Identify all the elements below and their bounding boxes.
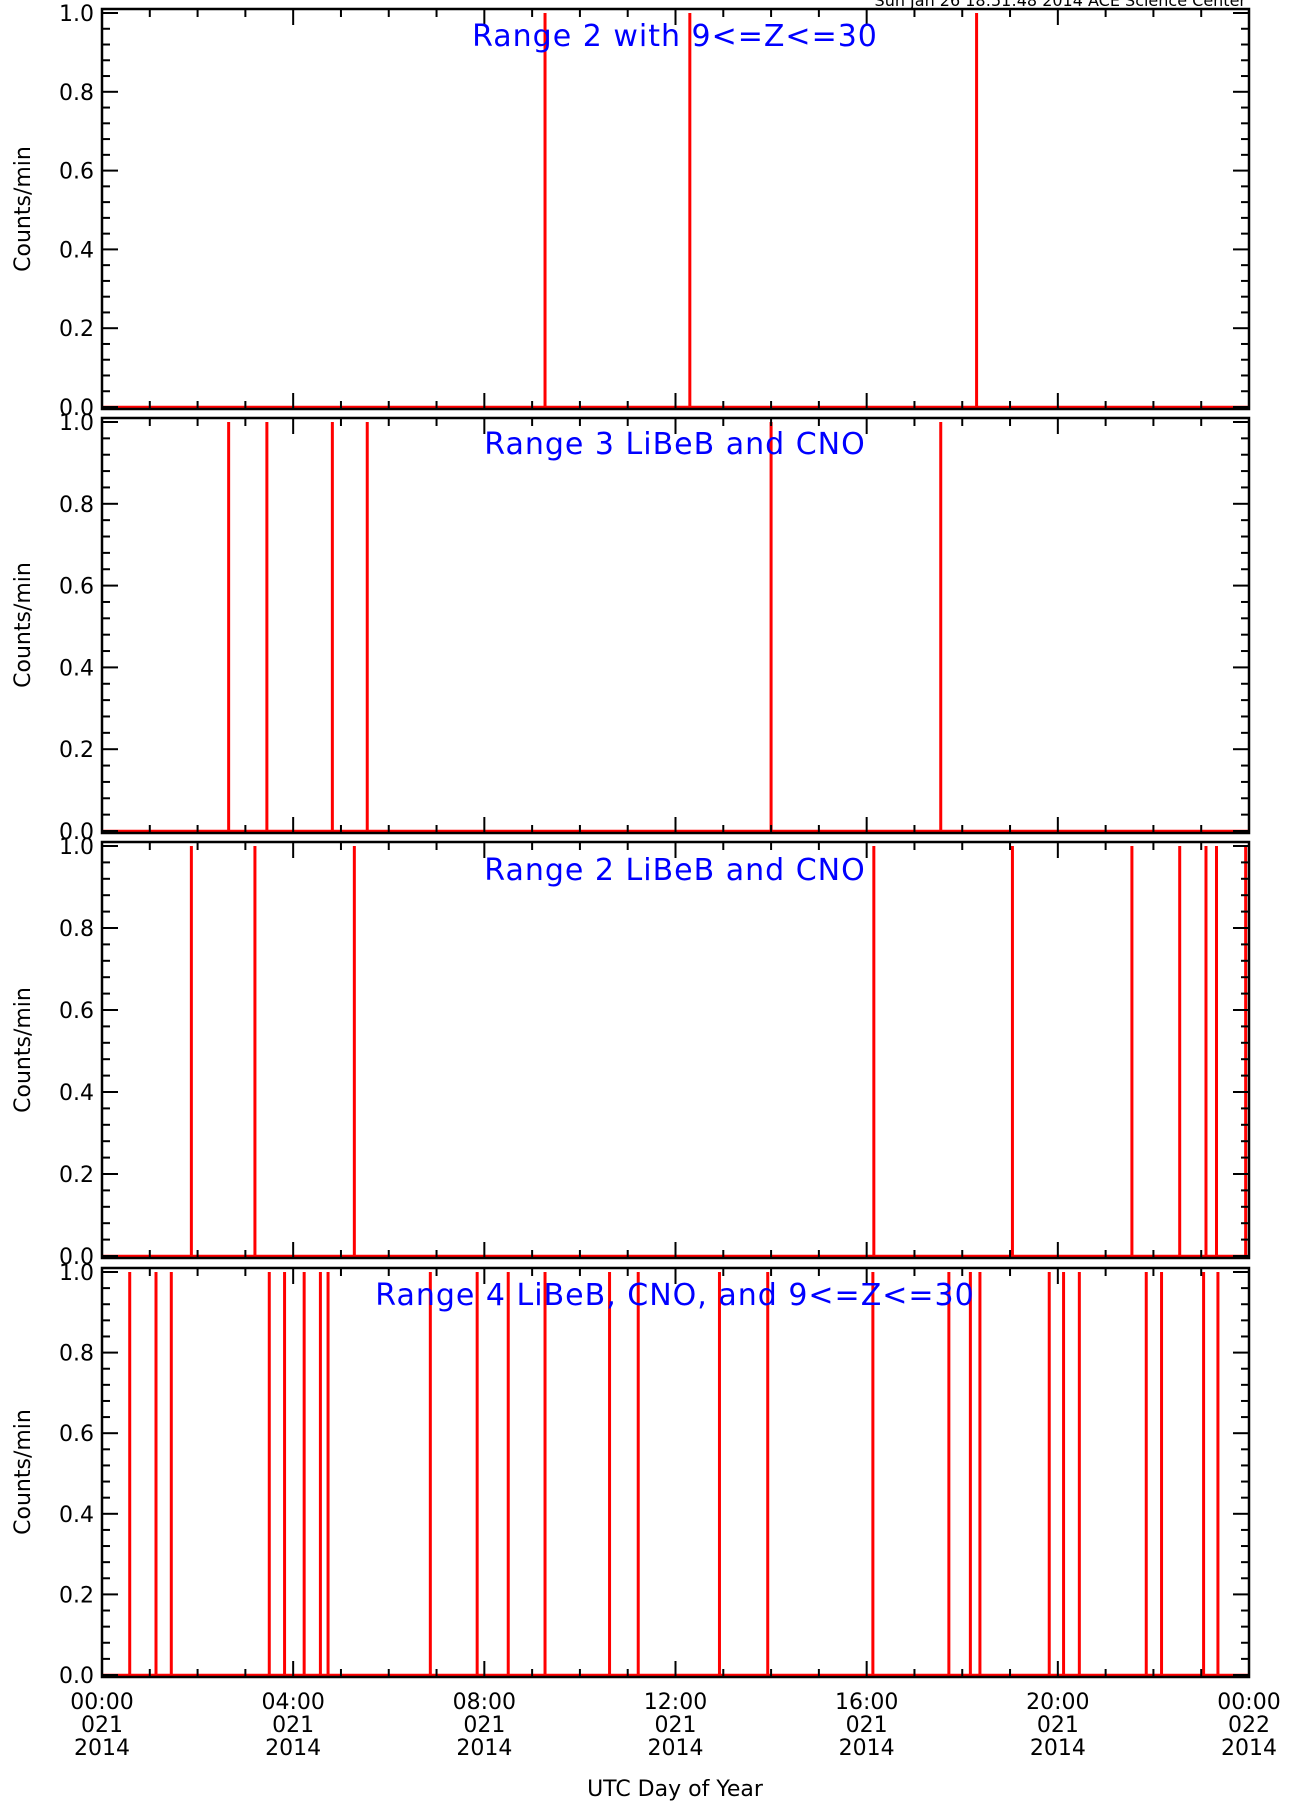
x-tick-label-time: 00:00 [70, 1690, 133, 1715]
panel-3-ytick-label: 0.8 [59, 917, 94, 942]
panel-4-ytick-label: 0.6 [59, 1422, 94, 1447]
x-tick-label-year: 2014 [1221, 1736, 1277, 1761]
x-tick-label-day: 021 [655, 1713, 697, 1738]
panel-1-ticks: 0.0 0.2 0.4 0.6 0.8 1.0 [59, 2, 1250, 421]
x-tick-label-time: 20:00 [1026, 1690, 1089, 1715]
x-tick-label-day: 022 [1228, 1713, 1270, 1738]
panel-1-series [102, 13, 1249, 409]
panel-1-ytick-label: 0.4 [59, 238, 94, 263]
header-timestamp: Sun Jan 26 18:51:48 2014 ACE Science Cen… [875, 0, 1247, 10]
panel-4-frame [100, 1266, 1251, 1679]
x-tick-label-time: 08:00 [453, 1690, 516, 1715]
panel-2-ytick-label: 0.2 [59, 738, 94, 763]
panel-3-ytick-label: 1.0 [59, 835, 94, 860]
panel-4-ytick-label: 1.0 [59, 1261, 94, 1286]
panel-2-series [102, 422, 1249, 833]
panel-1-ytick-label: 0.6 [59, 160, 94, 185]
x-tick-label-time: 04:00 [261, 1690, 324, 1715]
x-tick-label-day: 021 [272, 1713, 314, 1738]
panel-3: 0.0 0.2 0.4 0.6 0.8 1.0 Range 2 LiBeB and CNO… [11, 835, 1251, 1270]
panel-2-frame [100, 416, 1251, 835]
panel-4: 0.0 0.2 0.4 0.6 0.8 1.0 Range 4 LiBeB, CNO, a… [11, 1261, 1251, 1689]
panel-4-ytick-label: 0.4 [59, 1503, 94, 1528]
panel-3-ytick-label: 0.2 [59, 1163, 94, 1188]
panel-2-ytick-label: 0.4 [59, 656, 94, 681]
x-tick-label-day: 021 [846, 1713, 888, 1738]
x-axis-label: UTC Day of Year [587, 1777, 764, 1802]
x-tick-label-year: 2014 [648, 1736, 704, 1761]
panel-2-title: Range 3 LiBeB and CNO [484, 427, 865, 462]
panel-1-title: Range 2 with 9<=Z<=30 [472, 19, 878, 54]
panel-2-ylabel: Counts/min [11, 562, 36, 688]
x-tick-label-day: 021 [1037, 1713, 1079, 1738]
panel-1-frame [100, 7, 1251, 411]
panel-4-ytick-label: 0.2 [59, 1583, 94, 1608]
x-tick-label-day: 021 [81, 1713, 123, 1738]
panel-1-ytick-label: 1.0 [59, 2, 94, 27]
panel-2-ytick-label: 0.0 [59, 820, 94, 845]
x-tick-label-day: 021 [463, 1713, 505, 1738]
x-tick-label-year: 2014 [74, 1736, 130, 1761]
panel-1: 0.0 0.2 0.4 0.6 0.8 1.0 Range 2 with 9<=Z<=30… [11, 2, 1251, 421]
x-tick-label-year: 2014 [839, 1736, 895, 1761]
panel-3-ticks: 0.0 0.2 0.4 0.6 0.8 1.0 [59, 835, 1250, 1270]
x-tick-label-year: 2014 [456, 1736, 512, 1761]
panel-1-ylabel: Counts/min [11, 146, 36, 272]
panel-3-series [102, 846, 1249, 1258]
panel-3-ylabel: Counts/min [11, 987, 36, 1113]
panel-2: 0.0 0.2 0.4 0.6 0.8 1.0 Range 3 LiBeB and CNO… [11, 411, 1251, 845]
x-tick-label-time: 12:00 [644, 1690, 707, 1715]
panel-2-ticks: 0.0 0.2 0.4 0.6 0.8 1.0 [59, 411, 1250, 845]
panel-1-ytick-label: 0.2 [59, 317, 94, 342]
x-tick-label-time: 16:00 [835, 1690, 898, 1715]
panel-1-ytick-label: 0.0 [59, 396, 94, 421]
panel-4-ticks: 0.0 0.2 0.4 0.6 0.8 1.0 [59, 1261, 1250, 1689]
panel-3-ytick-label: 0.6 [59, 999, 94, 1024]
panel-3-ytick-label: 0.4 [59, 1081, 94, 1106]
panel-4-title: Range 4 LiBeB, CNO, and 9<=Z<=30 [375, 1278, 974, 1313]
panel-1-ytick-label: 0.8 [59, 81, 94, 106]
panel-2-ytick-label: 1.0 [59, 411, 94, 436]
panel-4-ytick-label: 0.8 [59, 1342, 94, 1367]
panel-3-frame [100, 840, 1251, 1260]
x-tick-labels: 00:00021201404:00021201408:00021201412:0… [70, 1690, 1280, 1761]
panel-3-title: Range 2 LiBeB and CNO [484, 853, 865, 888]
panel-3-ytick-label: 0.0 [59, 1245, 94, 1270]
panel-2-ytick-label: 0.6 [59, 575, 94, 600]
panel-4-ytick-label: 0.0 [59, 1664, 94, 1689]
x-tick-label-year: 2014 [265, 1736, 321, 1761]
x-tick-label-year: 2014 [1030, 1736, 1086, 1761]
panel-4-ylabel: Counts/min [11, 1409, 36, 1535]
x-tick-label-time: 00:00 [1217, 1690, 1280, 1715]
panel-4-series [102, 1272, 1249, 1677]
panel-2-ytick-label: 0.8 [59, 493, 94, 518]
